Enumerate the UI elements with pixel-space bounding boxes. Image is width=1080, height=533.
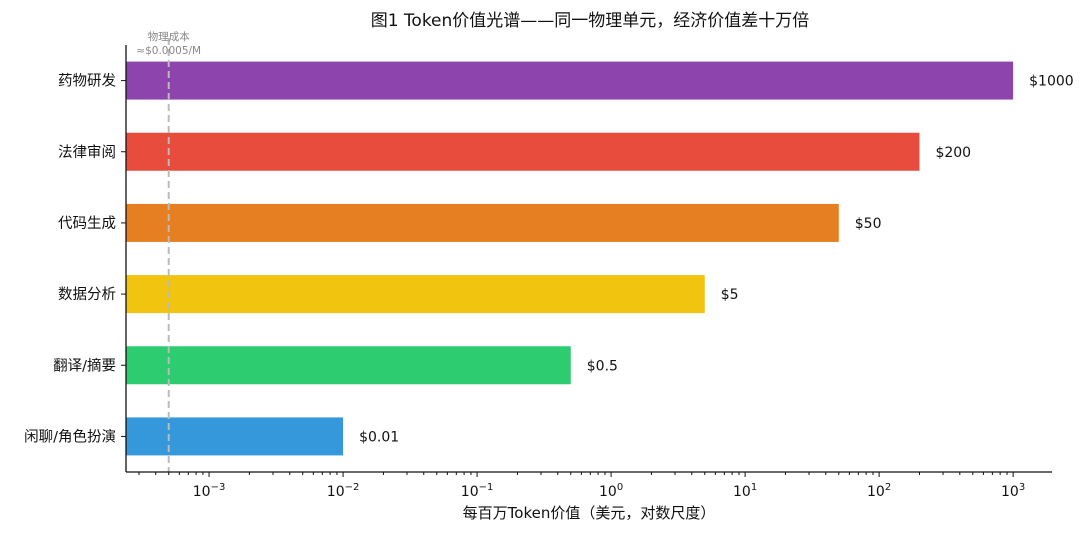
data-label: $5 — [721, 287, 739, 303]
y-tick-label: 数据分析 — [58, 286, 116, 303]
y-tick-label: 法律审阅 — [58, 144, 116, 161]
x-tick-label: 100 — [599, 482, 623, 500]
bar — [126, 417, 344, 456]
bar — [126, 203, 839, 242]
data-label: $0.5 — [587, 358, 618, 374]
data-label: $50 — [855, 216, 882, 232]
x-axis-label: 每百万Token价值（美元，对数尺度） — [463, 504, 716, 522]
y-tick-label: 闲聊/角色扮演 — [24, 428, 116, 445]
reference-label: 物理成本 — [148, 30, 190, 43]
bar — [126, 346, 571, 385]
y-tick-label: 代码生成 — [58, 215, 116, 232]
data-label: $1000 — [1029, 74, 1074, 90]
chart-title: 图1 Token价值光谱——同一物理单元，经济价值差十万倍 — [371, 11, 810, 31]
x-tick-label: 10−2 — [327, 482, 360, 500]
x-tick-label: 101 — [733, 482, 757, 500]
data-label: $200 — [935, 145, 971, 161]
bar — [126, 275, 705, 314]
bar — [126, 61, 1014, 100]
x-tick-label: 10−1 — [461, 482, 494, 500]
x-tick-label: 102 — [867, 482, 891, 500]
x-tick-label: 103 — [1001, 482, 1025, 500]
y-tick-label: 翻译/摘要 — [53, 356, 116, 374]
bar — [126, 132, 920, 171]
reference-value-label: ≈$0.0005/M — [136, 45, 201, 57]
x-tick-label: 10−3 — [193, 482, 226, 500]
data-label: $0.01 — [359, 429, 399, 445]
y-tick-label: 药物研发 — [58, 73, 116, 90]
